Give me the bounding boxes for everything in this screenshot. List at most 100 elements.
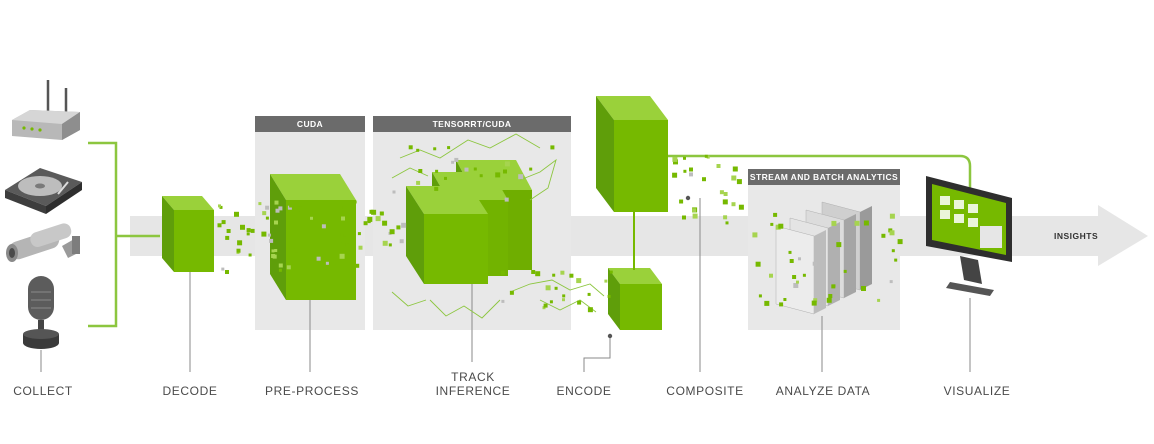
data-particle xyxy=(587,307,593,313)
data-particle xyxy=(722,199,728,205)
data-particle xyxy=(535,271,541,277)
data-particle xyxy=(464,167,469,172)
label-composite: COMPOSITE xyxy=(666,384,744,398)
inference-blocks xyxy=(406,160,532,284)
data-particle xyxy=(792,275,797,279)
data-particle xyxy=(396,225,401,230)
data-particle xyxy=(274,200,279,205)
data-particle xyxy=(779,302,784,307)
data-particle xyxy=(369,209,374,214)
data-particle xyxy=(265,216,269,220)
data-particle xyxy=(562,298,565,302)
data-particle xyxy=(267,233,271,237)
data-particle xyxy=(218,204,221,208)
decode-block xyxy=(162,196,214,272)
tensorrt-panel-header: TENSORRT/CUDA xyxy=(373,116,571,132)
data-particle xyxy=(731,202,736,207)
data-particle xyxy=(392,190,396,194)
data-particle xyxy=(679,199,684,204)
data-particle xyxy=(826,297,832,303)
data-particle xyxy=(262,211,267,216)
data-particle xyxy=(543,303,548,308)
data-particle xyxy=(274,249,278,252)
data-particle xyxy=(758,294,762,298)
collect-bracket xyxy=(88,141,160,328)
data-particle xyxy=(389,229,395,235)
data-particle xyxy=(335,260,340,265)
data-particle xyxy=(225,235,230,240)
data-particle xyxy=(793,283,799,288)
data-particle xyxy=(246,232,250,236)
label-preprocess: PRE-PROCESS xyxy=(265,384,359,398)
label-inference: INFERENCE xyxy=(435,384,511,398)
data-particle xyxy=(789,259,794,263)
data-particle xyxy=(265,205,270,210)
data-particle xyxy=(692,208,697,213)
label-track: TRACK xyxy=(451,370,495,384)
data-particle xyxy=(702,177,706,182)
data-particle xyxy=(542,306,546,310)
data-particle xyxy=(278,206,283,211)
data-particle xyxy=(609,270,613,274)
data-particle xyxy=(371,209,377,215)
data-particle xyxy=(509,290,514,295)
data-particle xyxy=(689,167,693,172)
data-particle xyxy=(291,222,294,226)
data-particle xyxy=(271,249,275,253)
data-particle xyxy=(343,233,347,237)
data-particle xyxy=(416,180,421,185)
label-collect: COLLECT xyxy=(13,384,73,398)
data-particle xyxy=(250,228,255,233)
data-particle xyxy=(550,145,555,150)
data-particle xyxy=(447,146,451,150)
data-particle xyxy=(529,167,533,171)
label-decode: DECODE xyxy=(162,384,218,398)
data-particle xyxy=(683,169,687,173)
data-particle xyxy=(831,220,837,226)
data-particle xyxy=(723,192,728,196)
data-particle xyxy=(894,258,898,262)
data-particle xyxy=(725,221,729,225)
data-particle xyxy=(732,166,738,172)
data-particle xyxy=(278,268,282,272)
data-particle xyxy=(500,270,505,275)
data-particle xyxy=(569,273,574,278)
data-particle xyxy=(832,284,836,288)
data-particle xyxy=(297,206,302,212)
data-particle xyxy=(552,273,556,277)
data-particle xyxy=(382,220,388,226)
data-particle xyxy=(798,257,801,261)
data-particle xyxy=(587,292,591,296)
data-particle xyxy=(408,145,413,150)
security-camera-icon xyxy=(6,223,80,262)
data-particle xyxy=(363,221,368,226)
data-particle xyxy=(704,154,708,158)
data-particle xyxy=(738,204,744,210)
data-particle xyxy=(444,176,447,180)
encode-block xyxy=(608,268,662,330)
cuda-panel-header: CUDA xyxy=(255,116,365,132)
data-particle xyxy=(341,242,346,247)
data-particle xyxy=(382,240,388,246)
data-particle xyxy=(221,220,226,225)
data-particle xyxy=(217,223,222,228)
router-icon xyxy=(12,80,80,140)
data-particle xyxy=(672,172,678,178)
data-particle xyxy=(769,273,773,278)
data-particle xyxy=(341,216,345,221)
data-particle xyxy=(545,285,551,291)
data-particle xyxy=(275,208,280,213)
microphone-icon xyxy=(23,276,59,349)
data-particle xyxy=(731,175,737,181)
data-particle xyxy=(495,172,501,178)
data-particle xyxy=(503,169,507,174)
data-particle xyxy=(775,224,781,230)
data-particle xyxy=(358,245,363,250)
data-particle xyxy=(863,220,869,226)
data-particle xyxy=(248,253,252,257)
data-particle xyxy=(225,270,229,274)
data-particle xyxy=(889,280,893,284)
data-particle xyxy=(501,299,505,303)
data-particle xyxy=(294,264,299,269)
